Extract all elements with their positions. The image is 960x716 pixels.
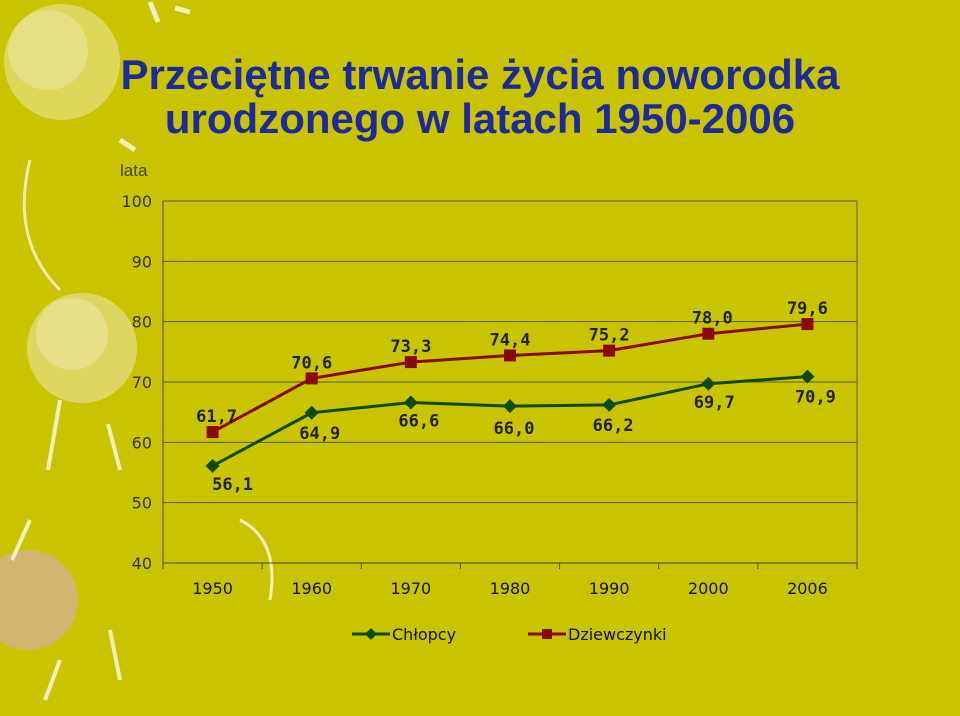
x-tick-label: 2000 [688, 579, 729, 598]
page-title-line-2: urodzonego w latach 1950-2006 [164, 95, 796, 142]
data-point-boys [701, 376, 716, 391]
x-tick-label: 2006 [787, 579, 828, 598]
data-point-girls [404, 356, 417, 369]
data-label: 61,7 [196, 407, 237, 427]
x-axis-ticks: 1950 1960 1970 1980 1990 2000 2006 [192, 579, 828, 598]
flourish-decoration [43, 629, 122, 701]
balloon-decoration [36, 298, 108, 370]
flourish-decoration [239, 518, 274, 601]
data-label: 74,4 [490, 330, 531, 350]
data-point-girls [801, 318, 814, 331]
y-tick-label: 70 [132, 373, 152, 392]
x-tick-label: 1960 [291, 579, 332, 598]
balloon-decoration [8, 10, 88, 90]
data-point-boys [304, 405, 319, 420]
x-tick-label: 1950 [192, 579, 233, 598]
data-label: 73,3 [390, 337, 431, 357]
series-group: 56,1 64,9 66,6 66,0 66,2 69,7 70,9 61,7 70,6 73,3… [196, 299, 836, 495]
data-point-boys [503, 399, 517, 414]
data-label: 70,6 [291, 353, 332, 373]
data-label: 64,9 [299, 424, 340, 444]
y-tick-label: 60 [132, 433, 152, 452]
data-point-boys [800, 369, 815, 384]
data-point-girls [504, 349, 516, 362]
flourish-decoration [10, 399, 122, 561]
data-point-girls [305, 372, 318, 385]
data-label: 66,6 [398, 412, 439, 432]
legend: Chłopcy Dziewczynki [352, 625, 667, 644]
data-point-boys [403, 395, 418, 410]
flourish-decoration [22, 159, 62, 292]
y-axis-label: lata [120, 161, 148, 180]
y-axis-ticks: 40 50 60 70 80 90 100 [121, 192, 152, 573]
data-label: 78,0 [692, 309, 733, 329]
data-point-girls [206, 426, 219, 439]
x-tick-label: 1980 [490, 579, 531, 598]
data-label: 79,6 [787, 299, 828, 319]
page-title-line-1: Przeciętne trwanie życia noworodka [120, 51, 840, 98]
legend-marker-diamond [365, 628, 377, 640]
y-tick-label: 80 [132, 313, 152, 332]
y-tick-label: 40 [132, 554, 152, 573]
data-point-boys [602, 397, 617, 412]
data-point-boys [205, 458, 220, 473]
data-label: 66,0 [494, 419, 535, 439]
x-tick-label: 1970 [390, 579, 431, 598]
flourish-decoration [118, 1, 191, 153]
legend-marker-square [542, 629, 552, 639]
data-label: 75,2 [589, 326, 630, 346]
x-tick-label: 1990 [589, 579, 630, 598]
data-point-girls [603, 344, 616, 357]
data-label: 70,9 [795, 388, 836, 408]
grid [163, 200, 858, 563]
axes [162, 201, 858, 569]
data-label: 66,2 [593, 416, 634, 436]
y-tick-label: 50 [132, 494, 152, 513]
legend-label: Dziewczynki [568, 625, 667, 644]
data-point-girls [702, 327, 715, 340]
y-tick-label: 90 [132, 252, 152, 271]
data-label: 69,7 [694, 393, 735, 413]
data-label: 56,1 [212, 475, 253, 495]
balloon-decoration [0, 550, 78, 650]
legend-label: Chłopcy [392, 625, 456, 644]
y-tick-label: 100 [121, 192, 152, 211]
